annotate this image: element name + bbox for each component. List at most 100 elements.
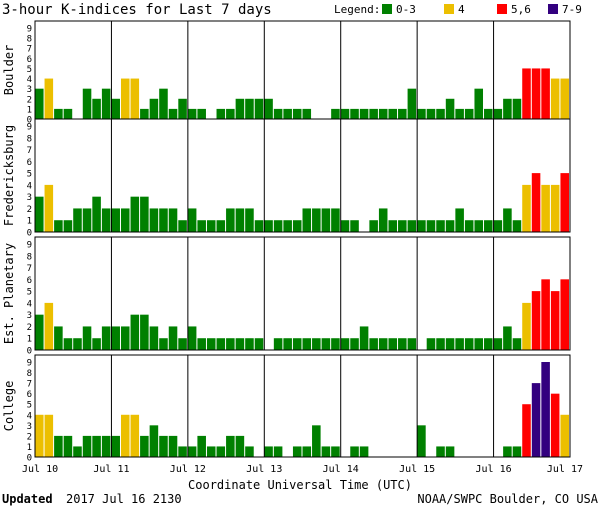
y-tick-est-planetary-9: 9 [27, 241, 32, 251]
y-tick-est-planetary-5: 5 [27, 288, 32, 298]
bar-est-planetary-53 [541, 279, 550, 350]
bar-boulder-48 [493, 108, 503, 119]
bar-fredericksburg-3 [63, 220, 73, 232]
y-tick-est-planetary-1: 1 [27, 335, 32, 345]
bar-fredericksburg-33 [350, 220, 359, 232]
y-tick-college-2: 2 [27, 432, 32, 442]
bar-boulder-28 [302, 108, 312, 119]
bar-fredericksburg-21 [235, 208, 245, 232]
bar-fredericksburg-53 [541, 184, 550, 232]
bar-fredericksburg-40 [417, 220, 426, 232]
y-tick-boulder-3: 3 [27, 85, 32, 95]
bar-est-planetary-54 [550, 291, 560, 350]
legend-swatch-4 [444, 4, 454, 14]
bar-boulder-26 [283, 108, 292, 119]
bar-est-planetary-48 [493, 338, 503, 350]
y-tick-fredericksburg-3: 3 [27, 193, 32, 203]
bar-fredericksburg-25 [273, 220, 283, 232]
bar-est-planetary-0 [35, 314, 44, 350]
bar-college-30 [321, 446, 331, 457]
bar-fredericksburg-16 [187, 208, 197, 232]
x-tick-jul-13: Jul 13 [246, 464, 282, 475]
bar-boulder-11 [140, 108, 149, 119]
bar-college-16 [187, 446, 197, 457]
bar-fredericksburg-15 [178, 220, 187, 232]
bar-fredericksburg-19 [216, 220, 226, 232]
bar-college-4 [73, 446, 82, 457]
y-tick-boulder-9: 9 [27, 25, 32, 35]
bar-est-planetary-45 [464, 338, 474, 350]
y-tick-fredericksburg-9: 9 [27, 123, 32, 133]
bar-college-3 [63, 435, 73, 457]
bar-est-planetary-13 [159, 338, 168, 350]
y-tick-est-planetary-6: 6 [27, 276, 32, 286]
x-tick-jul-17: Jul 17 [547, 464, 583, 475]
legend-label-0-3: 0-3 [396, 3, 416, 16]
bar-boulder-39 [407, 88, 417, 119]
panel-label-fredericksburg: Fredericksburg [2, 125, 16, 226]
bar-college-11 [140, 435, 149, 457]
bar-boulder-41 [426, 108, 436, 119]
bar-fredericksburg-38 [398, 220, 407, 232]
bar-est-planetary-37 [388, 338, 398, 350]
legend: Legend: 0-3 4 5,6 7-9 [334, 3, 582, 16]
bar-college-0 [35, 414, 44, 457]
bar-est-planetary-1 [44, 302, 54, 350]
legend-label-5-6: 5,6 [511, 3, 531, 16]
bar-boulder-35 [369, 108, 378, 119]
bar-boulder-25 [273, 108, 283, 119]
bar-college-10 [130, 414, 140, 457]
footer-updated-label: Updated [2, 492, 53, 506]
bar-boulder-6 [92, 98, 101, 119]
bar-fredericksburg-28 [302, 208, 312, 232]
bar-boulder-22 [245, 98, 254, 119]
y-tick-boulder-8: 8 [27, 35, 32, 45]
y-tick-fredericksburg-6: 6 [27, 158, 32, 168]
bar-college-50 [512, 446, 522, 457]
bar-est-planetary-19 [216, 338, 226, 350]
panel-frame-college [34, 354, 571, 458]
bar-boulder-23 [254, 98, 264, 119]
bar-boulder-51 [522, 68, 531, 119]
bar-est-planetary-29 [312, 338, 321, 350]
bar-est-planetary-14 [168, 326, 178, 350]
bar-boulder-9 [120, 78, 130, 119]
y-tick-college-7: 7 [27, 380, 32, 390]
x-tick-jul-15: Jul 15 [399, 464, 435, 475]
x-tick-jul-10: Jul 10 [22, 464, 58, 475]
bar-fredericksburg-6 [92, 196, 101, 232]
bar-boulder-2 [54, 108, 63, 119]
bar-boulder-3 [63, 108, 73, 119]
bar-college-29 [312, 425, 321, 457]
bar-est-planetary-46 [474, 338, 484, 350]
bar-boulder-45 [464, 108, 474, 119]
bar-college-14 [168, 435, 178, 457]
panel-frame-fredericksburg [34, 118, 571, 233]
bar-est-planetary-22 [245, 338, 254, 350]
bar-boulder-17 [197, 108, 206, 119]
bar-boulder-40 [417, 108, 426, 119]
bar-college-5 [82, 435, 92, 457]
bar-est-planetary-30 [321, 338, 331, 350]
bar-boulder-19 [216, 108, 226, 119]
bar-boulder-32 [340, 108, 350, 119]
bar-boulder-43 [445, 98, 455, 119]
bar-fredericksburg-31 [331, 208, 340, 232]
bar-college-51 [522, 404, 531, 457]
bar-est-planetary-6 [92, 338, 101, 350]
y-tick-fredericksburg-0: 0 [27, 229, 32, 239]
bar-college-55 [560, 414, 569, 457]
bar-est-planetary-25 [273, 338, 283, 350]
y-tick-college-0: 0 [27, 454, 32, 464]
bar-boulder-54 [550, 78, 560, 119]
bar-college-2 [54, 435, 63, 457]
bar-fredericksburg-24 [264, 220, 273, 232]
bar-est-planetary-41 [426, 338, 436, 350]
bar-est-planetary-9 [120, 326, 130, 350]
bar-fredericksburg-43 [445, 220, 455, 232]
bar-fredericksburg-26 [283, 220, 292, 232]
legend-label-4: 4 [458, 3, 465, 16]
